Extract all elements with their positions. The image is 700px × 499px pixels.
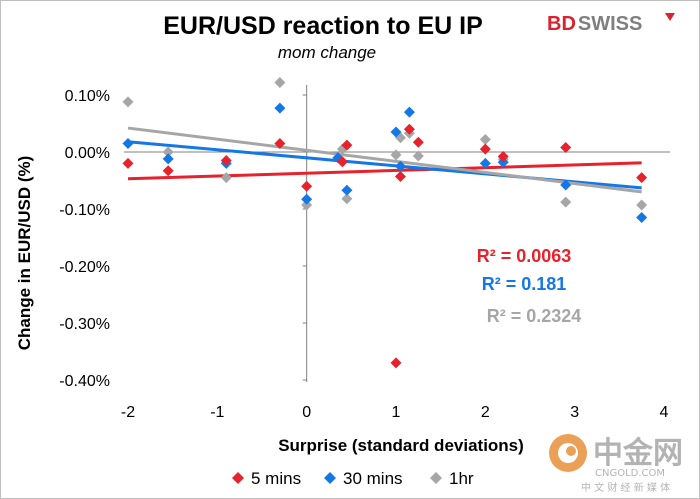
legend-label-5mins: 5 mins xyxy=(251,469,301,488)
point-1hr xyxy=(341,193,353,205)
point-5-mins xyxy=(301,180,313,192)
r2-label-5mins: R² = 0.0063 xyxy=(477,246,572,266)
point-30-mins xyxy=(274,102,286,114)
x-tick-label: 3 xyxy=(570,404,579,421)
chart-title: EUR/USD reaction to EU IP xyxy=(163,12,483,40)
y-tick-label: -0.40% xyxy=(59,373,110,390)
bdswiss-logo: BD SWISS xyxy=(547,13,675,35)
brand-logo-text: BD SWISS xyxy=(547,13,642,35)
brand-swiss: SWISS xyxy=(578,13,642,35)
point-5-mins xyxy=(497,151,509,163)
legend-marker-5mins xyxy=(232,472,244,484)
data-points xyxy=(122,76,648,369)
brand-bd: BD xyxy=(547,13,576,35)
r2-label-1hr: R² = 0.2324 xyxy=(487,306,582,326)
x-tick-label: 1 xyxy=(392,404,401,421)
legend-item-30mins: 30 mins xyxy=(324,469,403,488)
legend-item-1hr: 1hr xyxy=(430,469,474,488)
point-1hr xyxy=(560,196,572,208)
point-5-mins xyxy=(636,172,648,184)
point-5-mins xyxy=(394,171,406,183)
r2-label-30mins: R² = 0.181 xyxy=(482,274,567,294)
point-30-mins xyxy=(560,179,572,191)
legend-label-30mins: 30 mins xyxy=(343,469,403,488)
point-30-mins xyxy=(394,160,406,172)
x-tick-label: -2 xyxy=(121,404,135,421)
point-5-mins xyxy=(412,136,424,148)
point-5-mins xyxy=(162,165,174,177)
x-tick-labels: -2 -1 0 1 2 3 4 xyxy=(121,404,669,421)
chart-subtitle: mom change xyxy=(278,43,376,62)
point-30-mins xyxy=(390,126,402,138)
point-5-mins xyxy=(122,157,134,169)
point-5-mins xyxy=(479,143,491,155)
point-30-mins xyxy=(162,153,174,165)
point-1hr xyxy=(274,76,286,88)
legend: 5 mins 30 mins 1hr xyxy=(232,469,474,488)
point-5-mins xyxy=(336,156,348,168)
watermark-domain: CNGOLD.COM xyxy=(595,468,665,479)
point-5-mins xyxy=(390,357,402,369)
x-tick-label: -1 xyxy=(210,404,224,421)
trendlines xyxy=(127,126,642,194)
y-tick-label: -0.20% xyxy=(59,259,110,276)
trendline-1hr xyxy=(127,126,642,194)
point-1hr xyxy=(301,199,313,211)
point-5-mins xyxy=(560,141,572,153)
trendline-5-mins xyxy=(127,161,642,181)
cngold-watermark: 中金网 CNGOLD.COM 中 文 财 经 新 媒 体 xyxy=(549,434,683,494)
point-1hr xyxy=(162,146,174,158)
point-1hr xyxy=(636,199,648,211)
cngold-logo-icon xyxy=(549,434,587,472)
point-30-mins xyxy=(497,156,509,168)
point-30-mins xyxy=(341,184,353,196)
y-axis-title: Change in EUR/USD (%) xyxy=(15,156,34,351)
point-1hr xyxy=(412,150,424,162)
legend-marker-30mins xyxy=(324,472,336,484)
point-30-mins xyxy=(636,212,648,224)
x-tick-label: 4 xyxy=(660,404,669,421)
point-5-mins xyxy=(341,139,353,151)
legend-item-5mins: 5 mins xyxy=(232,469,301,488)
y-tick-label: -0.10% xyxy=(59,202,110,219)
y-tick-label: 0.10% xyxy=(65,88,110,105)
watermark-tagline: 中 文 财 经 新 媒 体 xyxy=(581,481,670,494)
y-tick-labels: 0.10% 0.00% -0.10% -0.20% -0.30% -0.40% xyxy=(59,88,110,390)
point-1hr xyxy=(390,149,402,161)
point-5-mins xyxy=(220,155,232,167)
legend-label-1hr: 1hr xyxy=(449,469,474,488)
y-tick-label: 0.00% xyxy=(65,145,110,162)
point-30-mins xyxy=(301,193,313,205)
point-30-mins xyxy=(122,137,134,149)
point-1hr xyxy=(220,172,232,184)
x-axis-title: Surprise (standard deviations) xyxy=(278,436,524,455)
point-30-mins xyxy=(479,157,491,169)
point-1hr xyxy=(122,96,134,108)
x-tick-label: 2 xyxy=(481,404,490,421)
point-5-mins xyxy=(274,137,286,149)
point-5-mins xyxy=(403,123,415,135)
x-tick-label: 0 xyxy=(302,404,311,421)
watermark-main: 中金网 xyxy=(593,436,683,471)
legend-marker-1hr xyxy=(430,472,442,484)
logo-chevron-icon xyxy=(665,13,675,21)
point-30-mins xyxy=(403,106,415,118)
y-tick-label: -0.30% xyxy=(59,316,110,333)
point-1hr xyxy=(479,133,491,145)
